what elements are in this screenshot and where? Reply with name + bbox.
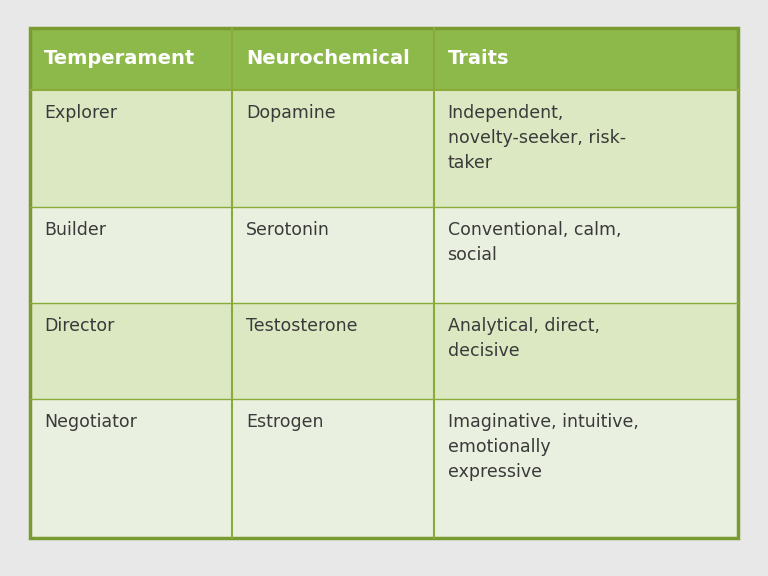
Bar [30, 28, 232, 90]
Bar [434, 207, 738, 304]
Bar [434, 28, 738, 90]
Bar [232, 207, 434, 304]
Text: Conventional, calm,
social: Conventional, calm, social [448, 221, 621, 264]
Bar [232, 304, 434, 399]
Bar [30, 304, 232, 399]
Bar [30, 399, 232, 538]
Text: Independent,
novelty-seeker, risk-
taker: Independent, novelty-seeker, risk- taker [448, 104, 626, 172]
Bar [434, 304, 738, 399]
Text: Negotiator: Negotiator [44, 414, 137, 431]
Bar [434, 90, 738, 207]
Text: Testosterone: Testosterone [246, 317, 357, 335]
Bar [232, 28, 434, 90]
Text: Traits: Traits [448, 50, 509, 69]
Bar [30, 28, 738, 538]
Text: Serotonin: Serotonin [246, 221, 329, 240]
Bar [30, 207, 232, 304]
Bar [30, 90, 232, 207]
Text: Temperament: Temperament [44, 50, 195, 69]
Text: Estrogen: Estrogen [246, 414, 323, 431]
Text: Builder: Builder [44, 221, 106, 240]
Bar [434, 399, 738, 538]
Text: Neurochemical: Neurochemical [246, 50, 409, 69]
Text: Imaginative, intuitive,
emotionally
expressive: Imaginative, intuitive, emotionally expr… [448, 414, 638, 482]
Text: Dopamine: Dopamine [246, 104, 336, 122]
Bar [232, 399, 434, 538]
Text: Explorer: Explorer [44, 104, 117, 122]
Text: Director: Director [44, 317, 114, 335]
Bar [232, 90, 434, 207]
Text: Analytical, direct,
decisive: Analytical, direct, decisive [448, 317, 600, 361]
